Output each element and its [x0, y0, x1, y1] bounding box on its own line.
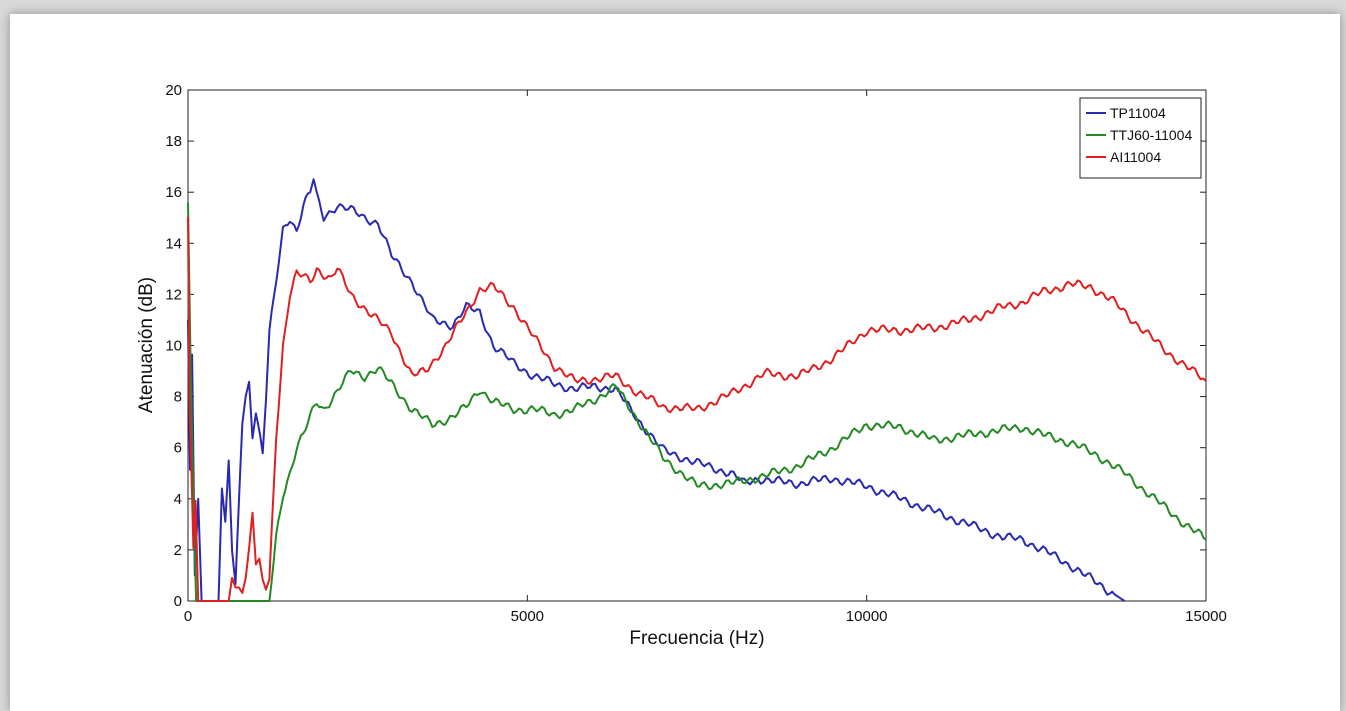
- plot-area: [187, 89, 1207, 602]
- y-tick-label: 14: [165, 235, 182, 252]
- y-tick-label: 6: [174, 440, 182, 457]
- x-tick-label: 0: [184, 608, 192, 625]
- legend-label: TTJ60-11004: [1110, 127, 1192, 143]
- y-tick-label: 8: [174, 389, 182, 406]
- legend-box: [1079, 97, 1202, 179]
- x-tick-label: 5000: [511, 608, 544, 625]
- series-line-ttj60-11004: [187, 202, 1207, 602]
- x-axis: 0 5000 10000 15000: [184, 90, 1227, 625]
- y-tick-label: 18: [165, 133, 182, 150]
- y-tick-label: 2: [174, 542, 182, 559]
- x-tick-label: 10000: [846, 608, 888, 625]
- y-tick-label: 10: [165, 338, 182, 355]
- y-tick-label: 20: [165, 82, 182, 99]
- y-tick-label: 4: [174, 491, 182, 508]
- legend: TP11004 TTJ60-11004 AI11004: [1079, 97, 1202, 179]
- series-line-ai11004: [187, 216, 1207, 602]
- legend-label: TP11004: [1110, 105, 1166, 121]
- y-tick-label: 0: [174, 593, 182, 610]
- y-axis-label: Atenuación (dB): [136, 277, 157, 413]
- series-lines: [187, 178, 1207, 602]
- y-tick-label: 16: [165, 184, 182, 201]
- legend-label: AI11004: [1110, 149, 1161, 165]
- series-line-tp11004: [187, 178, 1126, 602]
- x-axis-label: Frecuencia (Hz): [629, 628, 764, 649]
- x-tick-label: 15000: [1185, 608, 1227, 625]
- y-tick-label: 12: [165, 286, 182, 303]
